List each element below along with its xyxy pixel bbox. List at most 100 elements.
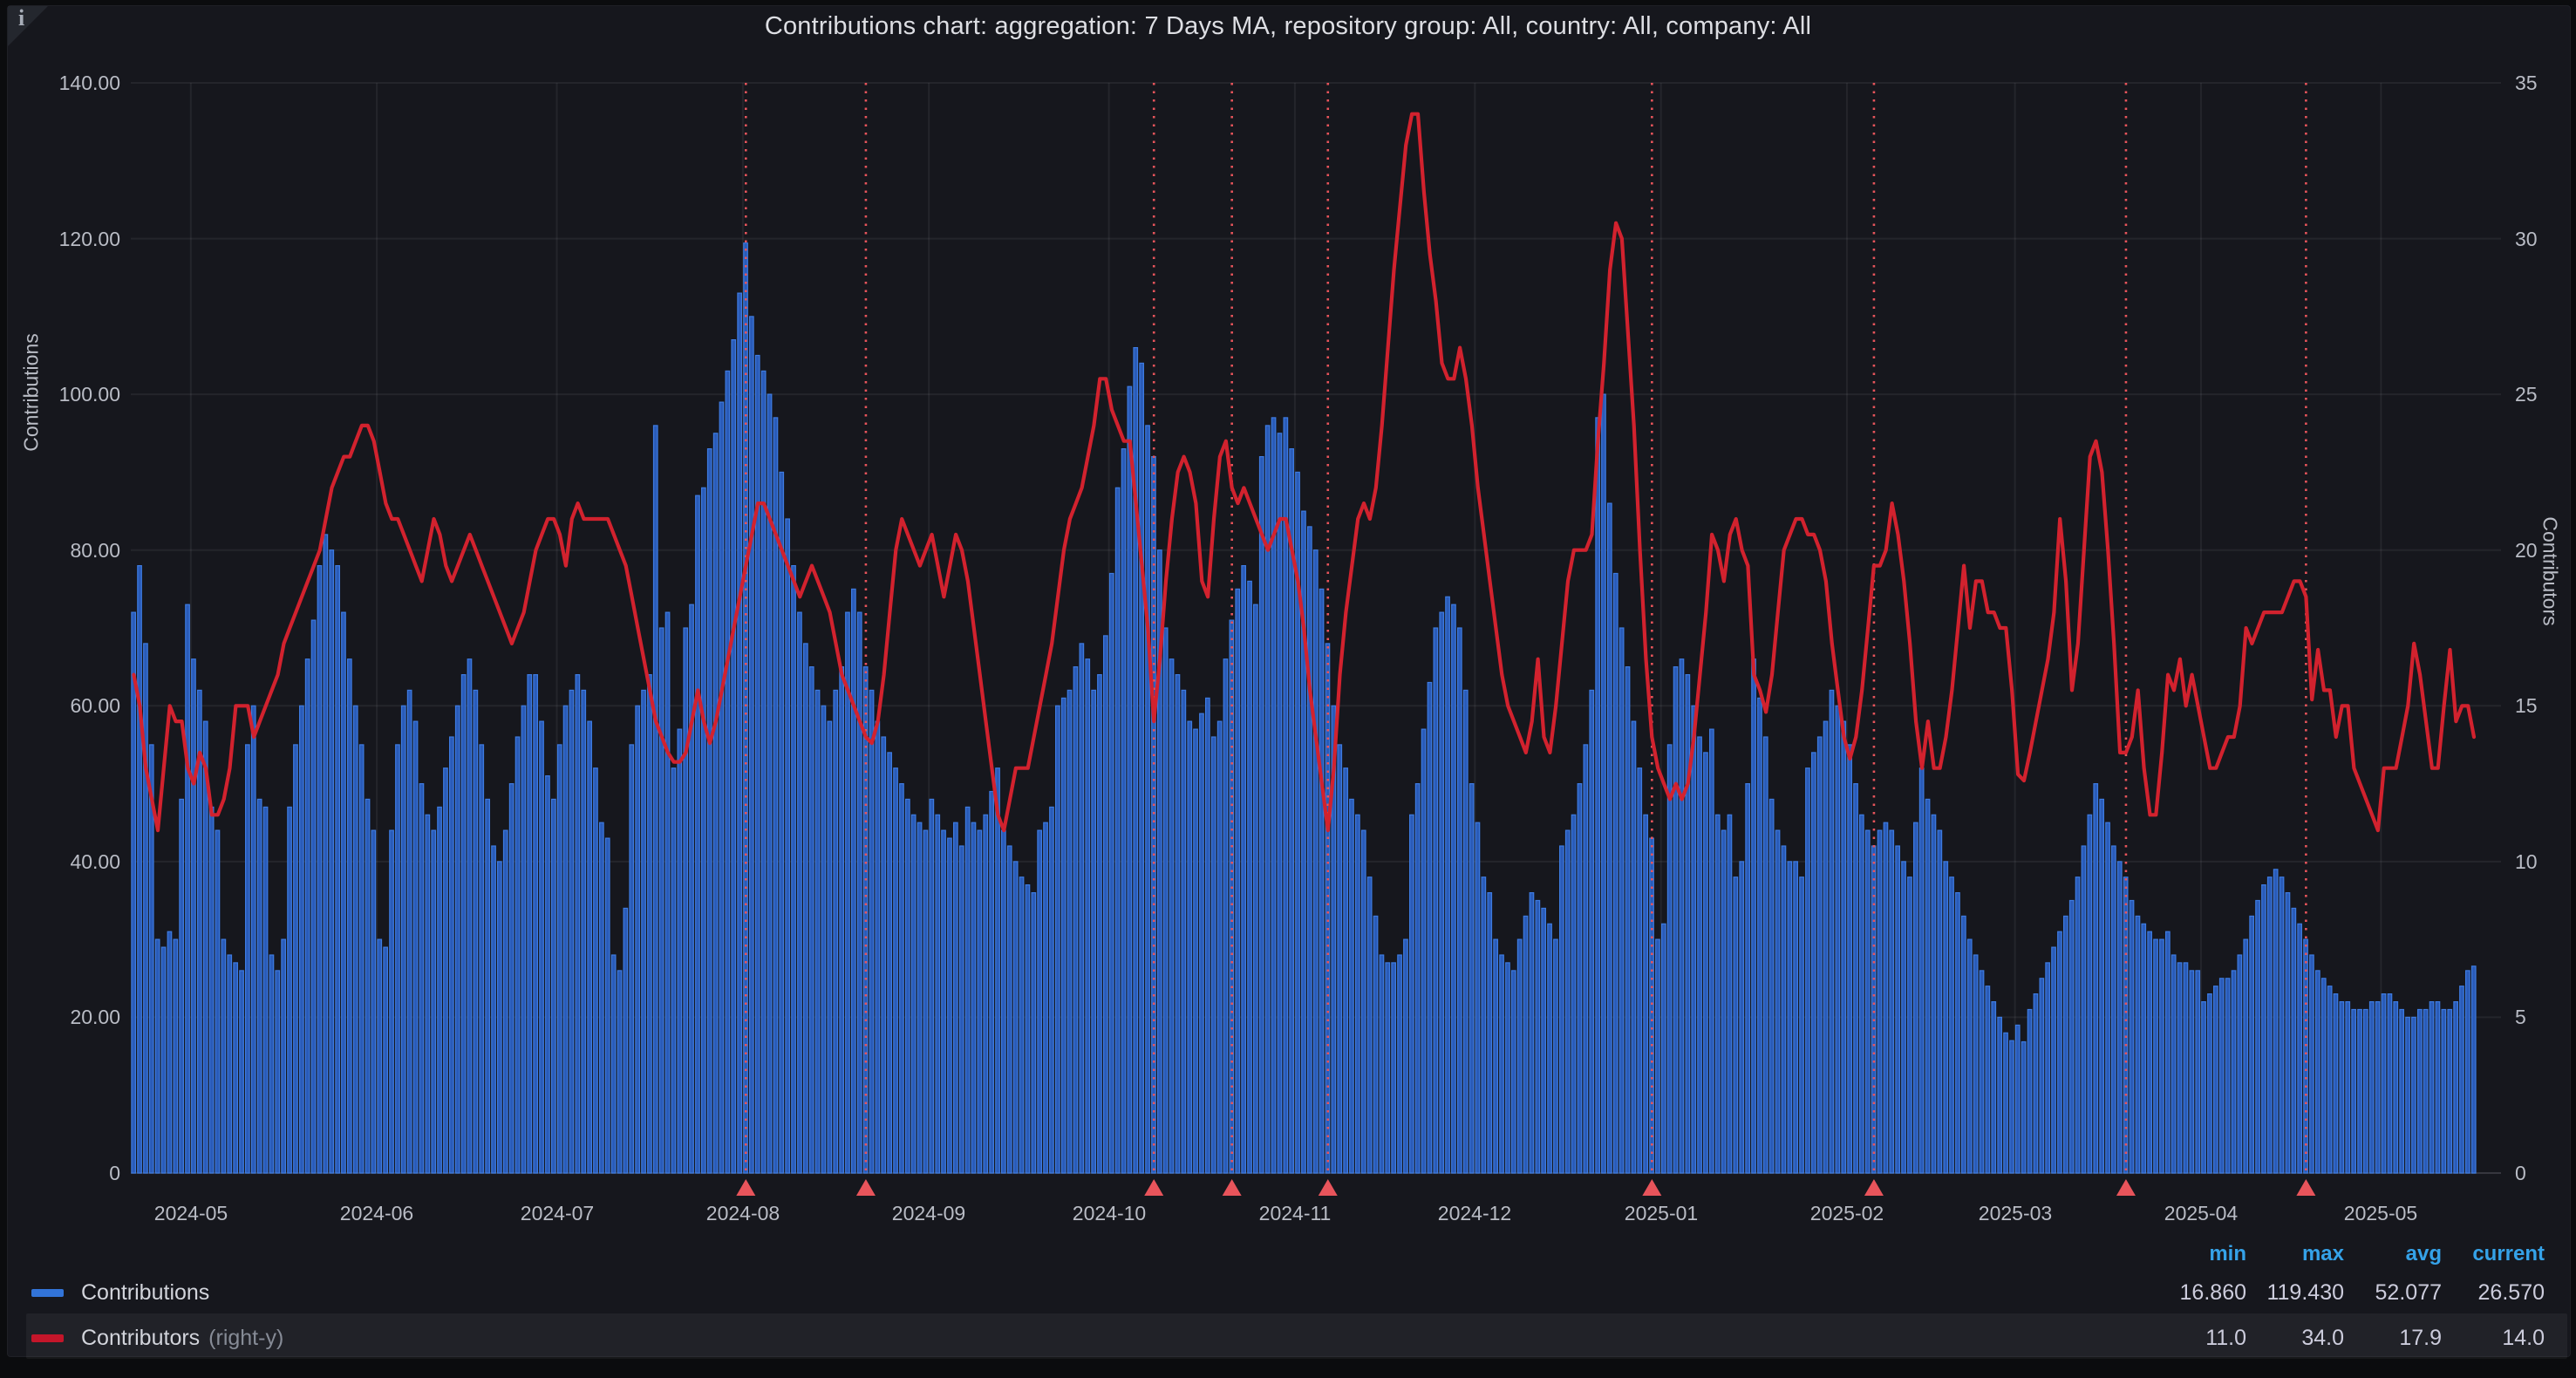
- contribution-bar[interactable]: [1816, 736, 1823, 1174]
- contribution-bar[interactable]: [2387, 993, 2393, 1174]
- contribution-bar[interactable]: [173, 938, 179, 1174]
- contribution-bar[interactable]: [2116, 861, 2123, 1174]
- contribution-bar[interactable]: [1210, 736, 1216, 1174]
- contribution-bar[interactable]: [725, 370, 731, 1174]
- contribution-bar[interactable]: [2057, 931, 2062, 1174]
- contributions-series-swatch[interactable]: [31, 1288, 64, 1297]
- contribution-bar[interactable]: [706, 447, 712, 1174]
- contribution-bar[interactable]: [287, 806, 292, 1174]
- contribution-bar[interactable]: [1966, 938, 1973, 1174]
- annotation-marker-icon[interactable]: [855, 1179, 876, 1196]
- contribution-bar[interactable]: [641, 689, 646, 1174]
- contribution-bar[interactable]: [1829, 689, 1835, 1174]
- contribution-bar[interactable]: [2218, 978, 2225, 1174]
- contribution-bar[interactable]: [2470, 965, 2477, 1174]
- contribution-bar[interactable]: [1277, 433, 1283, 1174]
- contribution-bar[interactable]: [731, 339, 737, 1174]
- contribution-bar[interactable]: [748, 316, 754, 1174]
- contribution-bar[interactable]: [833, 689, 839, 1174]
- contribution-bar[interactable]: [1391, 962, 1397, 1174]
- contribution-bar[interactable]: [695, 495, 700, 1174]
- contribution-bar[interactable]: [1175, 673, 1181, 1174]
- contribution-bar[interactable]: [2063, 915, 2068, 1174]
- contribution-bar[interactable]: [160, 946, 167, 1174]
- contribution-bar[interactable]: [1606, 502, 1612, 1174]
- contribution-bar[interactable]: [1133, 347, 1139, 1174]
- contribution-bar[interactable]: [887, 752, 893, 1174]
- contribution-bar[interactable]: [917, 822, 923, 1174]
- contribution-bar[interactable]: [347, 658, 352, 1174]
- contribution-bar[interactable]: [2201, 1000, 2206, 1174]
- contribution-bar[interactable]: [677, 728, 683, 1174]
- contribution-bar[interactable]: [1853, 782, 1858, 1174]
- contribution-bar[interactable]: [2399, 1008, 2404, 1174]
- contribution-bar[interactable]: [1595, 417, 1601, 1174]
- contribution-bar[interactable]: [1558, 845, 1564, 1174]
- contribution-bar[interactable]: [2315, 970, 2320, 1174]
- contribution-bar[interactable]: [743, 242, 748, 1174]
- contribution-bar[interactable]: [250, 705, 256, 1174]
- legend-header-max[interactable]: max: [2301, 1242, 2344, 1265]
- contribution-bar[interactable]: [2068, 899, 2075, 1174]
- contribution-bar[interactable]: [1181, 689, 1187, 1174]
- contribution-bar[interactable]: [1631, 720, 1637, 1174]
- contribution-bar[interactable]: [191, 658, 196, 1174]
- contribution-bar[interactable]: [2327, 986, 2333, 1174]
- contribution-bar[interactable]: [1907, 877, 1912, 1174]
- contribution-bar[interactable]: [167, 931, 173, 1174]
- contribution-bar[interactable]: [2249, 915, 2254, 1174]
- contribution-bar[interactable]: [2027, 1008, 2033, 1174]
- contribution-bar[interactable]: [377, 938, 383, 1174]
- contribution-bar[interactable]: [683, 627, 689, 1174]
- contribution-bar[interactable]: [827, 720, 833, 1174]
- contribution-bar[interactable]: [2309, 954, 2314, 1174]
- contribution-bar[interactable]: [352, 705, 358, 1174]
- contribution-bar[interactable]: [2357, 1008, 2362, 1174]
- contribution-bar[interactable]: [2231, 970, 2237, 1174]
- contribution-bar[interactable]: [785, 518, 791, 1174]
- contribution-bar[interactable]: [1187, 720, 1193, 1174]
- contribution-bar[interactable]: [2417, 1008, 2423, 1174]
- contribution-bar[interactable]: [437, 806, 442, 1174]
- contribution-bar[interactable]: [1079, 643, 1085, 1174]
- contribution-bar[interactable]: [1973, 954, 1979, 1174]
- contribution-bar[interactable]: [256, 798, 262, 1174]
- contribution-bar[interactable]: [587, 720, 593, 1174]
- contribution-bar[interactable]: [1121, 447, 1127, 1174]
- contribution-bar[interactable]: [1031, 891, 1037, 1174]
- contribution-bar[interactable]: [989, 790, 995, 1174]
- contribution-bar[interactable]: [496, 861, 502, 1174]
- contribution-bar[interactable]: [365, 798, 371, 1174]
- annotation-marker-icon[interactable]: [2296, 1179, 2316, 1196]
- contribution-bar[interactable]: [1349, 798, 1354, 1174]
- contribution-bar[interactable]: [1805, 767, 1810, 1174]
- contribution-bar[interactable]: [719, 401, 725, 1174]
- contribution-bar[interactable]: [179, 798, 184, 1174]
- annotation-marker-icon[interactable]: [736, 1179, 756, 1196]
- contribution-bar[interactable]: [491, 845, 496, 1174]
- contribution-bar[interactable]: [2009, 1040, 2014, 1174]
- contribution-bar[interactable]: [797, 611, 802, 1174]
- contribution-bar[interactable]: [406, 689, 412, 1174]
- contribution-bar[interactable]: [1235, 588, 1241, 1174]
- contribution-bar[interactable]: [1535, 899, 1541, 1174]
- contribution-bar[interactable]: [2465, 970, 2470, 1174]
- contribution-bar[interactable]: [400, 705, 406, 1174]
- contribution-bar[interactable]: [2393, 1000, 2399, 1174]
- contribution-bar[interactable]: [1102, 635, 1108, 1174]
- contribution-bar[interactable]: [1775, 829, 1781, 1174]
- contribution-bar[interactable]: [1360, 829, 1366, 1174]
- contribution-bar[interactable]: [821, 705, 827, 1174]
- contribution-bar[interactable]: [1331, 705, 1337, 1174]
- contribution-bar[interactable]: [2368, 1000, 2375, 1174]
- contribution-bar[interactable]: [317, 564, 323, 1174]
- contribution-bar[interactable]: [1385, 962, 1391, 1174]
- contribution-bar[interactable]: [1366, 877, 1373, 1174]
- annotation-marker-icon[interactable]: [2116, 1179, 2136, 1196]
- contributors-series-swatch[interactable]: [31, 1334, 64, 1342]
- contribution-bar[interactable]: [143, 643, 148, 1174]
- legend-header-min[interactable]: min: [2209, 1242, 2246, 1265]
- contribution-bar[interactable]: [2147, 931, 2152, 1174]
- contribution-bar[interactable]: [2429, 1000, 2435, 1174]
- contribution-bar[interactable]: [2195, 970, 2201, 1174]
